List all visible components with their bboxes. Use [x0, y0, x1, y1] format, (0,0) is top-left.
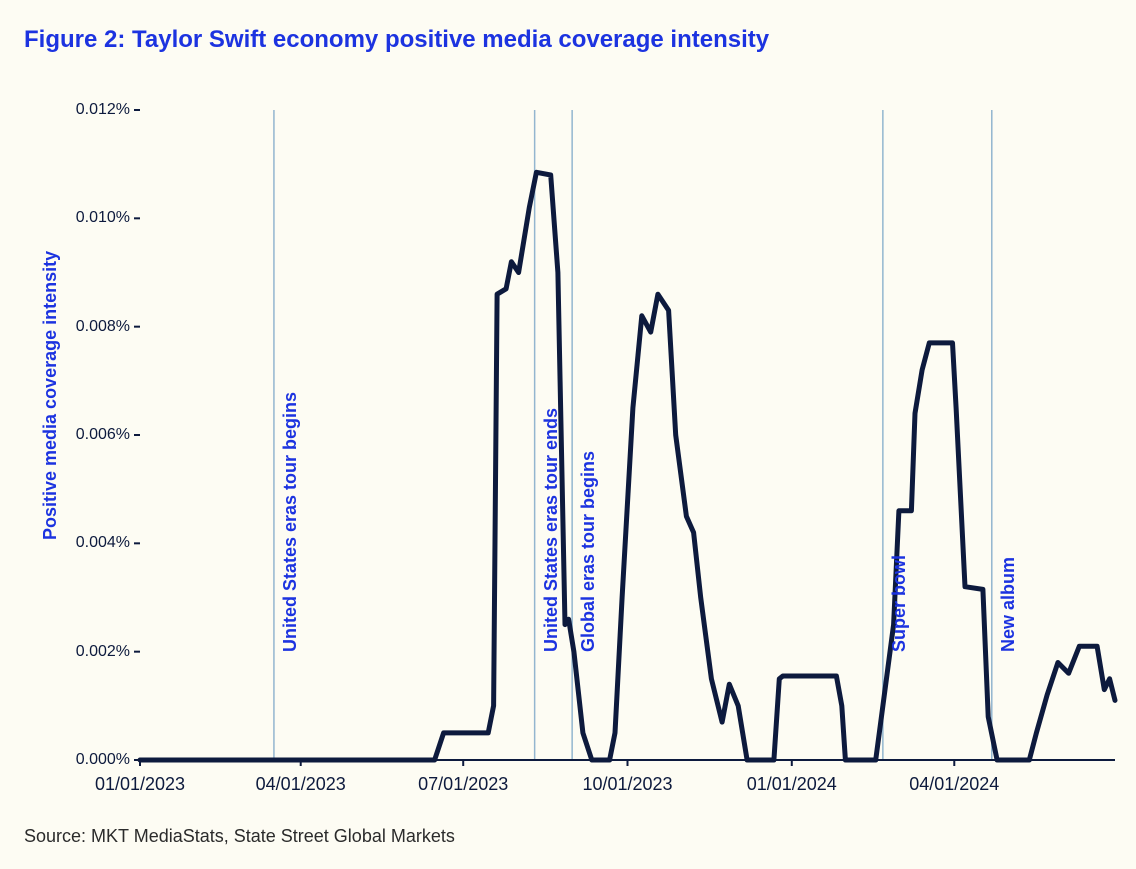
- y-tick-label: 0.002%: [76, 643, 130, 661]
- x-tick-label: 07/01/2023: [393, 774, 533, 795]
- x-tick-label: 04/01/2024: [884, 774, 1024, 795]
- y-tick-label: 0.012%: [76, 101, 130, 119]
- x-tick-label: 04/01/2023: [231, 774, 371, 795]
- event-label: Global eras tour begins: [578, 451, 599, 652]
- x-tick-label: 01/01/2023: [70, 774, 210, 795]
- event-label: United States eras tour ends: [541, 408, 562, 652]
- event-label: United States eras tour begins: [280, 392, 301, 652]
- y-tick-label: 0.010%: [76, 209, 130, 227]
- event-label: New album: [998, 557, 1019, 652]
- labels-layer: 0.000% 0.002% 0.004% 0.006% 0.008% 0.010% 0.01…: [0, 0, 1136, 869]
- y-tick-label: 0.004%: [76, 534, 130, 552]
- x-tick-label: 01/01/2024: [722, 774, 862, 795]
- y-tick-label: 0.008%: [76, 318, 130, 336]
- y-tick-label: 0.000%: [76, 751, 130, 769]
- x-tick-label: 10/01/2023: [558, 774, 698, 795]
- y-tick-label: 0.006%: [76, 426, 130, 444]
- event-label: Super bowl: [889, 555, 910, 652]
- source-citation: Source: MKT MediaStats, State Street Glo…: [24, 826, 455, 847]
- figure-root: Figure 2: Taylor Swift economy positive …: [0, 0, 1136, 869]
